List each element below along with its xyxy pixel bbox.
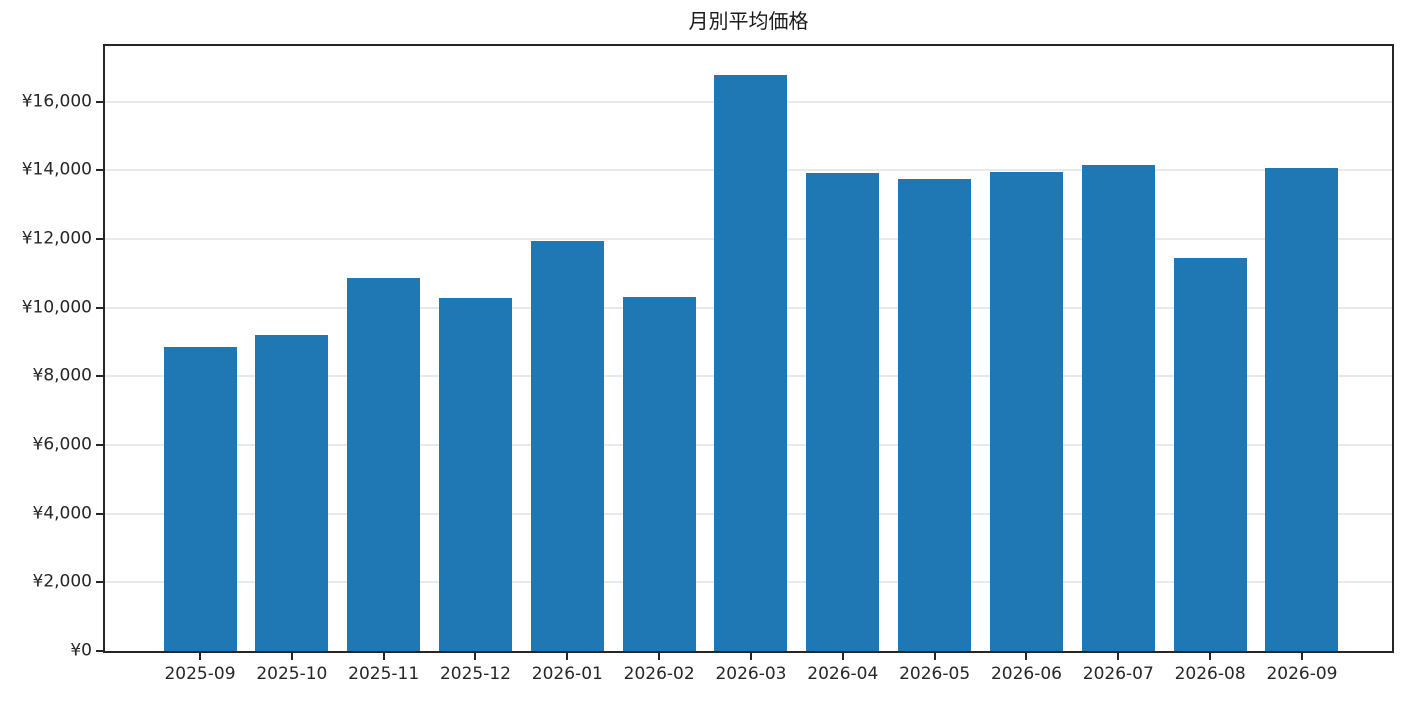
bar bbox=[1081, 165, 1155, 651]
x-tick-mark bbox=[841, 653, 844, 660]
x-axis-tick-label: 2025-09 bbox=[164, 664, 236, 684]
x-tick-mark bbox=[474, 653, 477, 660]
y-axis-tick-label: ¥14,000 bbox=[21, 159, 92, 180]
chart-title: 月別平均価格 bbox=[688, 9, 809, 33]
y-tick-mark bbox=[96, 169, 103, 172]
y-axis-tick-label: ¥16,000 bbox=[21, 91, 92, 112]
bar bbox=[806, 173, 880, 651]
bar bbox=[898, 179, 972, 651]
x-tick-mark bbox=[1117, 653, 1120, 660]
x-axis-tick-label: 2026-02 bbox=[623, 664, 695, 684]
y-axis-tick-label: ¥10,000 bbox=[21, 297, 92, 318]
x-axis-tick-label: 2025-11 bbox=[348, 664, 420, 684]
x-axis-tick-label: 2026-08 bbox=[1174, 664, 1246, 684]
x-tick-mark bbox=[1300, 653, 1303, 660]
y-tick-mark bbox=[96, 650, 103, 652]
y-axis-tick-label: ¥8,000 bbox=[32, 365, 92, 386]
y-axis-tick-label: ¥2,000 bbox=[32, 571, 92, 592]
x-axis-tick-label: 2025-10 bbox=[256, 664, 328, 684]
y-tick-mark bbox=[96, 100, 103, 103]
bar bbox=[714, 74, 788, 651]
bar bbox=[347, 278, 421, 651]
bar bbox=[530, 240, 604, 651]
plot-area: ¥0 ¥2,000 ¥4,000 ¥6,000 ¥8,000 ¥10,000 ¥12,000… bbox=[22, 44, 1394, 684]
x-tick-mark bbox=[199, 653, 201, 660]
x-axis-tick-label: 2026-01 bbox=[531, 664, 603, 684]
bar bbox=[622, 296, 696, 651]
y-tick-mark bbox=[96, 375, 103, 378]
y-axis-tick-label: ¥6,000 bbox=[32, 434, 92, 455]
bar bbox=[1265, 168, 1339, 651]
y-tick-mark bbox=[96, 581, 103, 584]
y-tick-mark bbox=[96, 443, 103, 446]
x-axis-tick-label: 2026-07 bbox=[1082, 664, 1154, 684]
x-tick-mark bbox=[1025, 653, 1028, 660]
x-axis-tick-label: 2026-04 bbox=[807, 664, 879, 684]
x-axis-tick-label: 2026-03 bbox=[715, 664, 787, 684]
x-tick-mark bbox=[1209, 653, 1212, 660]
x-tick-mark bbox=[658, 653, 661, 660]
y-axis-tick-label: ¥4,000 bbox=[32, 503, 92, 524]
bar bbox=[163, 347, 237, 651]
y-axis-tick-label: ¥12,000 bbox=[21, 228, 92, 249]
bar bbox=[438, 298, 512, 651]
y-axis-tick-label: ¥0 bbox=[70, 640, 92, 661]
y-tick-mark bbox=[96, 512, 103, 515]
x-axis-tick-label: 2026-09 bbox=[1266, 664, 1338, 684]
x-axis-tick-label: 2025-12 bbox=[439, 664, 511, 684]
y-tick-mark bbox=[96, 237, 103, 240]
bar bbox=[1173, 257, 1247, 651]
bar bbox=[989, 172, 1063, 651]
y-tick-mark bbox=[96, 306, 103, 309]
x-tick-mark bbox=[566, 653, 569, 660]
x-tick-mark bbox=[933, 653, 936, 660]
x-axis-tick-label: 2026-05 bbox=[899, 664, 971, 684]
bar bbox=[255, 335, 329, 651]
x-tick-mark bbox=[749, 653, 752, 660]
x-tick-mark bbox=[290, 653, 293, 660]
x-tick-mark bbox=[382, 653, 385, 660]
x-axis-tick-label: 2026-06 bbox=[990, 664, 1062, 684]
